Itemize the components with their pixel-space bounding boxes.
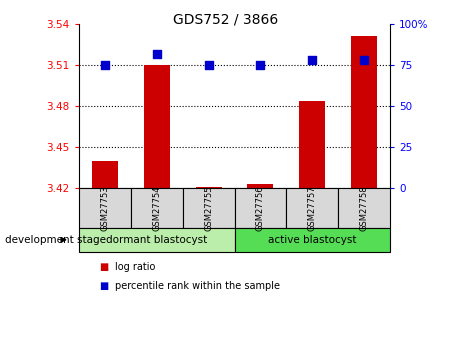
Point bbox=[308, 57, 316, 63]
Text: ■: ■ bbox=[99, 282, 109, 291]
Point bbox=[257, 62, 264, 68]
Bar bbox=[196, 187, 221, 188]
Text: GSM27758: GSM27758 bbox=[360, 185, 368, 231]
Text: ■: ■ bbox=[99, 263, 109, 272]
Bar bbox=[351, 37, 377, 188]
Point bbox=[361, 57, 368, 63]
Text: log ratio: log ratio bbox=[115, 263, 156, 272]
Bar bbox=[248, 184, 273, 188]
Text: development stage: development stage bbox=[5, 235, 106, 245]
Text: GSM27757: GSM27757 bbox=[308, 185, 317, 231]
Text: GSM27754: GSM27754 bbox=[152, 185, 161, 230]
Bar bbox=[92, 161, 118, 188]
Text: active blastocyst: active blastocyst bbox=[268, 235, 357, 245]
Bar bbox=[299, 101, 325, 188]
Bar bbox=[144, 65, 170, 188]
Point bbox=[205, 62, 212, 68]
Point bbox=[101, 62, 108, 68]
Text: GSM27755: GSM27755 bbox=[204, 185, 213, 230]
Text: GDS752 / 3866: GDS752 / 3866 bbox=[173, 12, 278, 26]
Text: dormant blastocyst: dormant blastocyst bbox=[106, 235, 207, 245]
Text: percentile rank within the sample: percentile rank within the sample bbox=[115, 282, 280, 291]
Text: GSM27753: GSM27753 bbox=[101, 185, 109, 231]
Point bbox=[153, 51, 160, 56]
Text: GSM27756: GSM27756 bbox=[256, 185, 265, 231]
